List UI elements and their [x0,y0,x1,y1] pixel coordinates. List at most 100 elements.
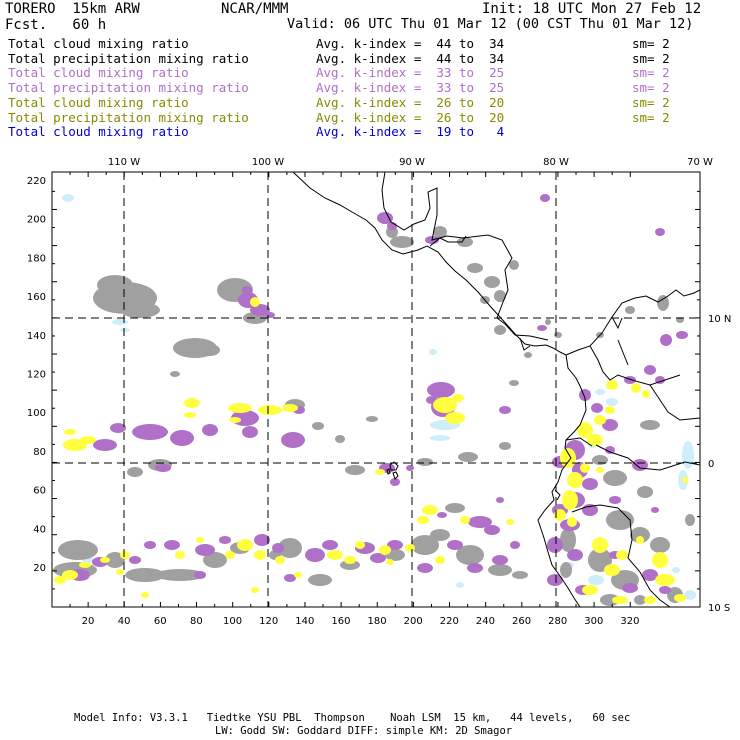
cloud-gray [560,528,576,552]
cloud-yellow [282,404,298,412]
cloud-yellow [196,537,204,543]
cloud-yellow [375,469,385,475]
lon-label: 70 W [687,157,713,168]
coastline [392,471,399,480]
legend-field-1: Total precipitation mixing ratio [8,50,249,66]
organization: NCAR/MMM [221,1,289,17]
cloud-gray [345,465,365,475]
cloud-purple [390,478,400,486]
coastline [537,354,587,607]
coastline [595,444,700,471]
cloud-purple [468,516,492,528]
cloud-purple [537,325,547,331]
cloud-gray [203,552,227,568]
cloud-gray [499,442,511,450]
y-tick-label: 60 [33,486,46,497]
cloud-gray [603,470,627,486]
cloud-yellow [560,448,576,468]
cloud-lightblue [672,567,680,573]
legend-field-3: Total precipitation mixing ratio [8,80,249,96]
cloud-gray [554,332,562,338]
coastline [292,172,567,356]
cloud-purple [281,432,305,448]
cloud-yellow [184,398,200,408]
coastline [381,172,549,341]
x-tick-label: 20 [82,616,95,627]
cloud-lightblue [62,194,74,202]
lon-label: 100 W [252,157,284,168]
cloud-gray [524,352,532,358]
cloud-purple [305,548,325,562]
cloud-gray [445,503,465,513]
cloud-gray [484,276,500,288]
cloud-yellow [452,394,464,402]
cloud-purple [622,583,638,593]
y-tick-label: 160 [27,292,46,303]
x-tick-label: 300 [584,616,603,627]
legend-field-0: Total cloud mixing ratio [8,36,189,51]
cloud-purple [624,376,636,384]
cloud-purple [387,540,403,550]
x-tick-label: 280 [548,616,567,627]
y-tick-label: 40 [33,524,46,535]
cloud-yellow [379,545,391,555]
cloud-gray [685,514,695,526]
coastline [554,489,561,501]
cloud-gray [657,295,669,311]
cloud-yellow [631,383,641,393]
cloud-yellow [275,556,285,564]
legend-field-5: Total precipitation mixing ratio [8,109,249,125]
cloud-purple [417,563,433,573]
valid-time: Valid: 06 UTC Thu 01 Mar 12 (00 CST Thu … [287,16,694,32]
cloud-gray [390,236,414,248]
cloud-purple [194,571,206,579]
legend-sm-2: sm= 2 [632,65,670,81]
lat-label: 0 [708,459,714,470]
cloud-lightblue [430,435,450,441]
cloud-lightblue [606,398,618,406]
x-tick-label: 120 [259,616,278,627]
cloud-yellow [433,397,457,413]
cloud-purple [377,212,393,224]
cloud-yellow [605,406,615,414]
cloud-purple [540,194,550,202]
cloud-gray [625,306,635,314]
cloud-purple [370,553,386,563]
cloud-gray [335,435,345,443]
model-info-line2: LW: Godd SW: Goddard DIFF: simple KM: 2D… [215,725,513,737]
cloud-yellow [554,509,566,521]
cloud-gray [417,458,433,466]
x-tick-label: 240 [476,616,495,627]
cloud-purple [567,549,583,561]
cloud-purple [284,574,296,582]
cloud-lightblue [588,575,604,585]
legend-kindex-4: Avg. k-index = 26 to 20 [316,94,505,110]
cloud-gray [560,562,572,578]
cloud-purple [110,423,126,433]
cloud-gray [411,535,439,555]
cloud-gray [640,420,660,430]
map-field-layer [52,172,700,607]
cloud-yellow [682,477,688,483]
cloud-purple [632,459,648,471]
coastline [519,337,531,351]
cloud-yellow [229,417,241,423]
cloud-yellow [562,490,578,510]
cloud-yellow [228,403,252,413]
cloud-purple [219,536,231,544]
cloud-gray [340,560,360,570]
cloud-gray [105,552,125,568]
cloud-yellow [582,585,598,595]
cloud-lightblue [429,349,437,355]
cloud-gray [430,529,450,541]
init-time: Init: 18 UTC Mon 27 Feb 12 [482,1,702,17]
cloud-yellow [417,516,429,524]
legend-kindex-5: Avg. k-index = 26 to 20 [316,109,505,125]
x-tick-label: 40 [118,616,131,627]
cloud-yellow [642,390,650,398]
legend-kindex-3: Avg. k-index = 33 to 25 [316,80,505,96]
x-tick-label: 100 [223,616,242,627]
cloud-purple [202,424,218,436]
coastline [565,289,700,356]
legend-kindex-2: Avg. k-index = 33 to 25 [316,65,505,81]
